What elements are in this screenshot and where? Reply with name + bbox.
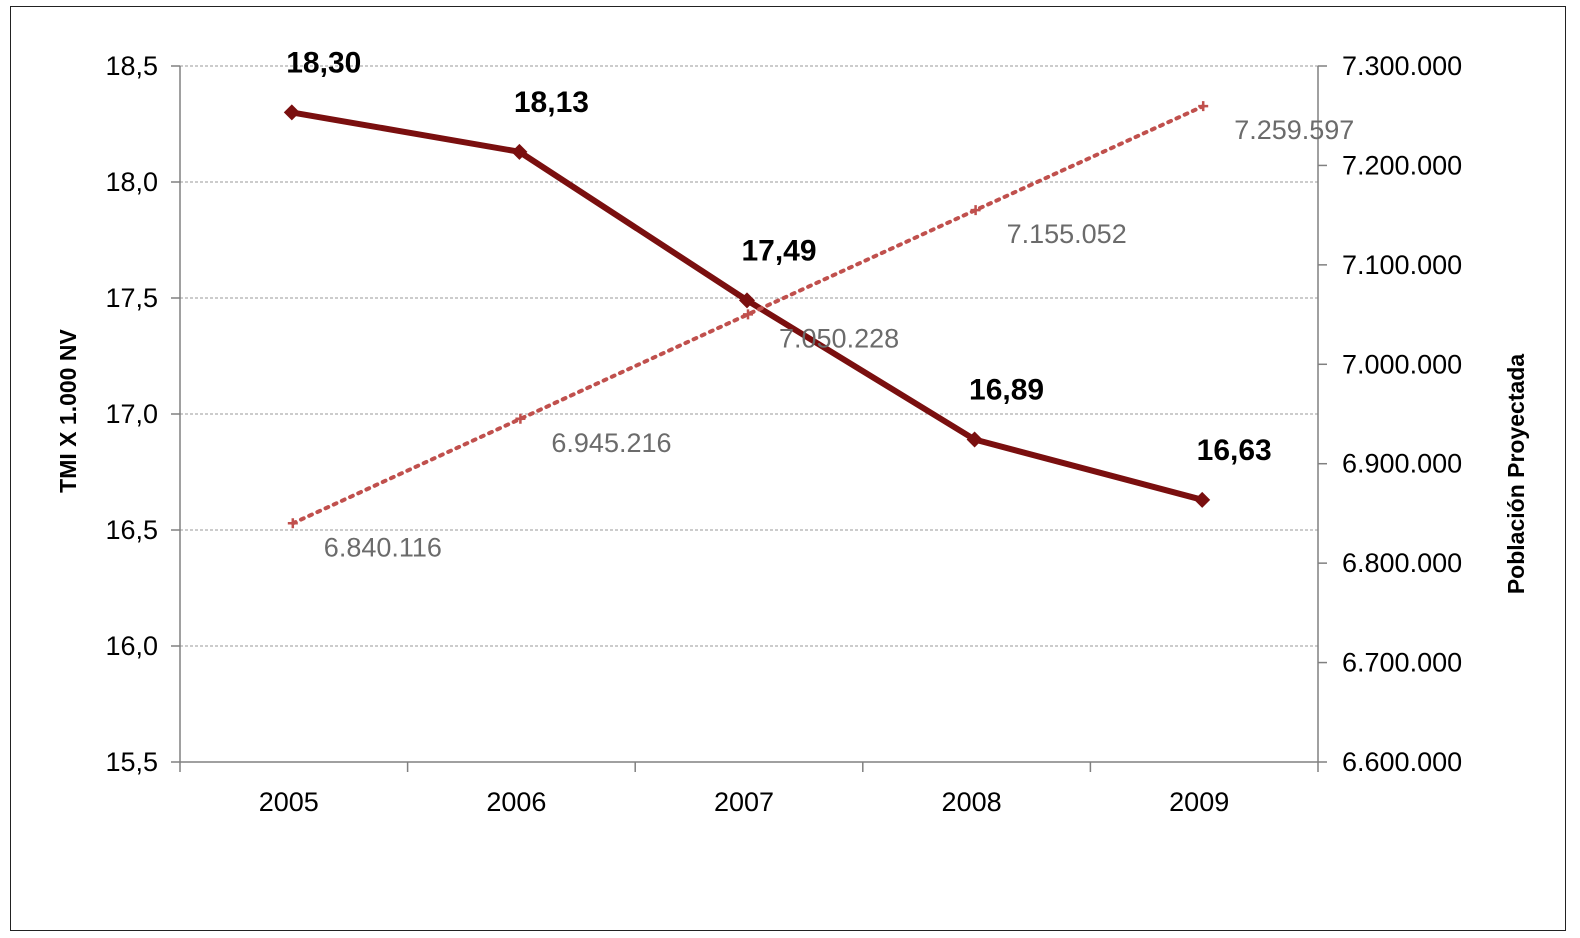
tick-labels: 15,5 16,0 16,5 17,0 17,5 18,0 18,5 6.600.000 6.7… — [105, 51, 1462, 817]
data-point-population — [515, 413, 526, 424]
y2-tick-label: 6.900.000 — [1342, 449, 1462, 479]
x-tick-label: 2006 — [486, 787, 546, 817]
data-label-tmi: 16,63 — [1197, 434, 1272, 467]
y-tick-label: 16,0 — [105, 631, 158, 661]
y2-tick-label: 6.600.000 — [1342, 747, 1462, 777]
data-label-tmi: 18,13 — [514, 86, 589, 119]
y-tick-label: 17,5 — [105, 283, 158, 313]
x-tick-label: 2007 — [714, 787, 774, 817]
y-tick-label: 15,5 — [105, 747, 158, 777]
data-label-population: 7.259.597 — [1234, 115, 1354, 145]
data-point-population — [1198, 101, 1209, 112]
y2-axis-title: Población Proyectada — [1503, 354, 1529, 595]
data-label-population: 6.945.216 — [551, 428, 671, 458]
data-point-tmi — [1194, 491, 1211, 508]
data-point-population — [287, 518, 298, 529]
x-tick-label: 2008 — [942, 787, 1002, 817]
data-point-tmi — [283, 104, 300, 121]
y-tick-label: 18,5 — [105, 51, 158, 81]
y2-tick-label: 7.300.000 — [1342, 51, 1462, 81]
y2-tick-label: 7.000.000 — [1342, 349, 1462, 379]
data-point-population — [970, 205, 981, 216]
x-tick-label: 2005 — [259, 787, 319, 817]
chart-frame — [10, 6, 1566, 931]
data-point-tmi — [966, 431, 983, 448]
series-lines — [283, 101, 1211, 529]
data-label-population: 7.050.228 — [779, 323, 899, 353]
data-label-tmi: 18,30 — [286, 46, 361, 79]
data-label-tmi: 17,49 — [741, 234, 816, 267]
y-tick-label: 16,5 — [105, 515, 158, 545]
data-label-tmi: 16,89 — [969, 374, 1044, 407]
data-point-tmi — [739, 292, 755, 309]
axes — [171, 65, 1327, 772]
y-axis-title: TMI X 1.000 NV — [55, 329, 81, 493]
y2-tick-label: 7.100.000 — [1342, 250, 1462, 280]
data-label-population: 6.840.116 — [324, 532, 442, 562]
x-tick-label: 2009 — [1169, 787, 1229, 817]
data-label-population: 7.155.052 — [1007, 219, 1127, 249]
data-point-tmi — [511, 143, 528, 160]
series-line-population — [290, 104, 1206, 526]
data-labels: 18,30 18,13 17,49 16,89 16,63 6.840.116 6.945.… — [286, 46, 1354, 562]
data-point-population — [743, 309, 753, 320]
y2-tick-label: 7.200.000 — [1342, 150, 1462, 180]
y2-tick-label: 6.800.000 — [1342, 548, 1462, 578]
y2-tick-label: 6.700.000 — [1342, 648, 1462, 678]
y-tick-label: 18,0 — [105, 167, 158, 197]
y-tick-label: 17,0 — [105, 399, 158, 429]
